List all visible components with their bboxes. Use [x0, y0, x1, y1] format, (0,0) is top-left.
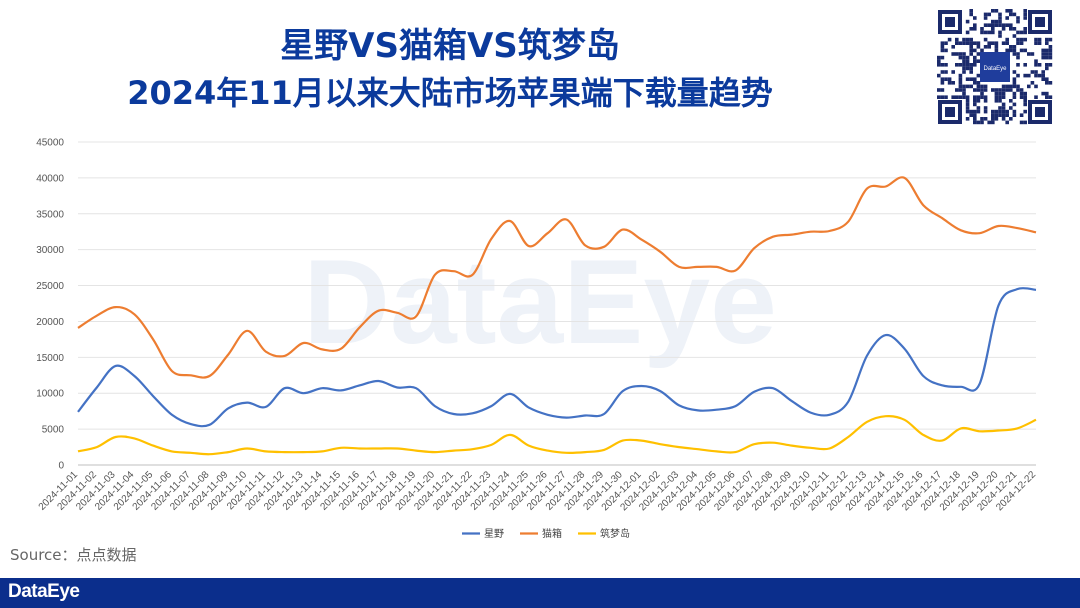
- legend-label: 星野: [484, 528, 504, 540]
- qr-logo-text: DataEye: [983, 66, 1007, 72]
- series-line-3: [77, 415, 1037, 456]
- legend-label: 筑梦岛: [600, 527, 630, 540]
- y-tick-label: 15000: [36, 353, 64, 364]
- chart-title-line1: 星野VS猫箱VS筑梦岛: [280, 26, 620, 66]
- y-tick-label: 10000: [36, 389, 64, 400]
- legend-label: 猫箱: [542, 527, 562, 540]
- y-tick-label: 5000: [42, 425, 65, 436]
- legend: 星野 猫箱 筑梦岛: [462, 527, 630, 540]
- y-tick-label: 35000: [36, 209, 64, 220]
- footer-brand: DataEye: [8, 581, 80, 602]
- y-tick-label: 0: [58, 461, 64, 472]
- y-tick-label: 25000: [36, 281, 64, 292]
- footer-bar: DataEye: [0, 578, 1080, 608]
- series-line-1: [77, 287, 1037, 428]
- y-tick-label: 40000: [36, 173, 64, 184]
- y-tick-label: 45000: [36, 138, 64, 149]
- chart-title-line2: 2024年11月以来大陆市场苹果端下载量趋势: [127, 74, 773, 112]
- y-axis-ticks: 0 5000 10000 15000 20000 25000 30000 35000 40000…: [36, 138, 64, 472]
- y-tick-label: 20000: [36, 317, 64, 328]
- line-chart: DataEye 0 5000 10000 15000 20000 25000 30000 35…: [36, 138, 1039, 541]
- series-lines: [77, 176, 1037, 456]
- qr-code: DataEye: [936, 8, 1054, 126]
- series-line-2: [77, 176, 1037, 379]
- gridlines: [78, 141, 1036, 466]
- x-axis-ticks: 2024-11-012024-11-022024-11-032024-11-04…: [37, 469, 1039, 513]
- source-note: Source：点点数据: [10, 546, 137, 564]
- watermark: DataEye: [303, 235, 777, 369]
- y-tick-label: 30000: [36, 245, 64, 256]
